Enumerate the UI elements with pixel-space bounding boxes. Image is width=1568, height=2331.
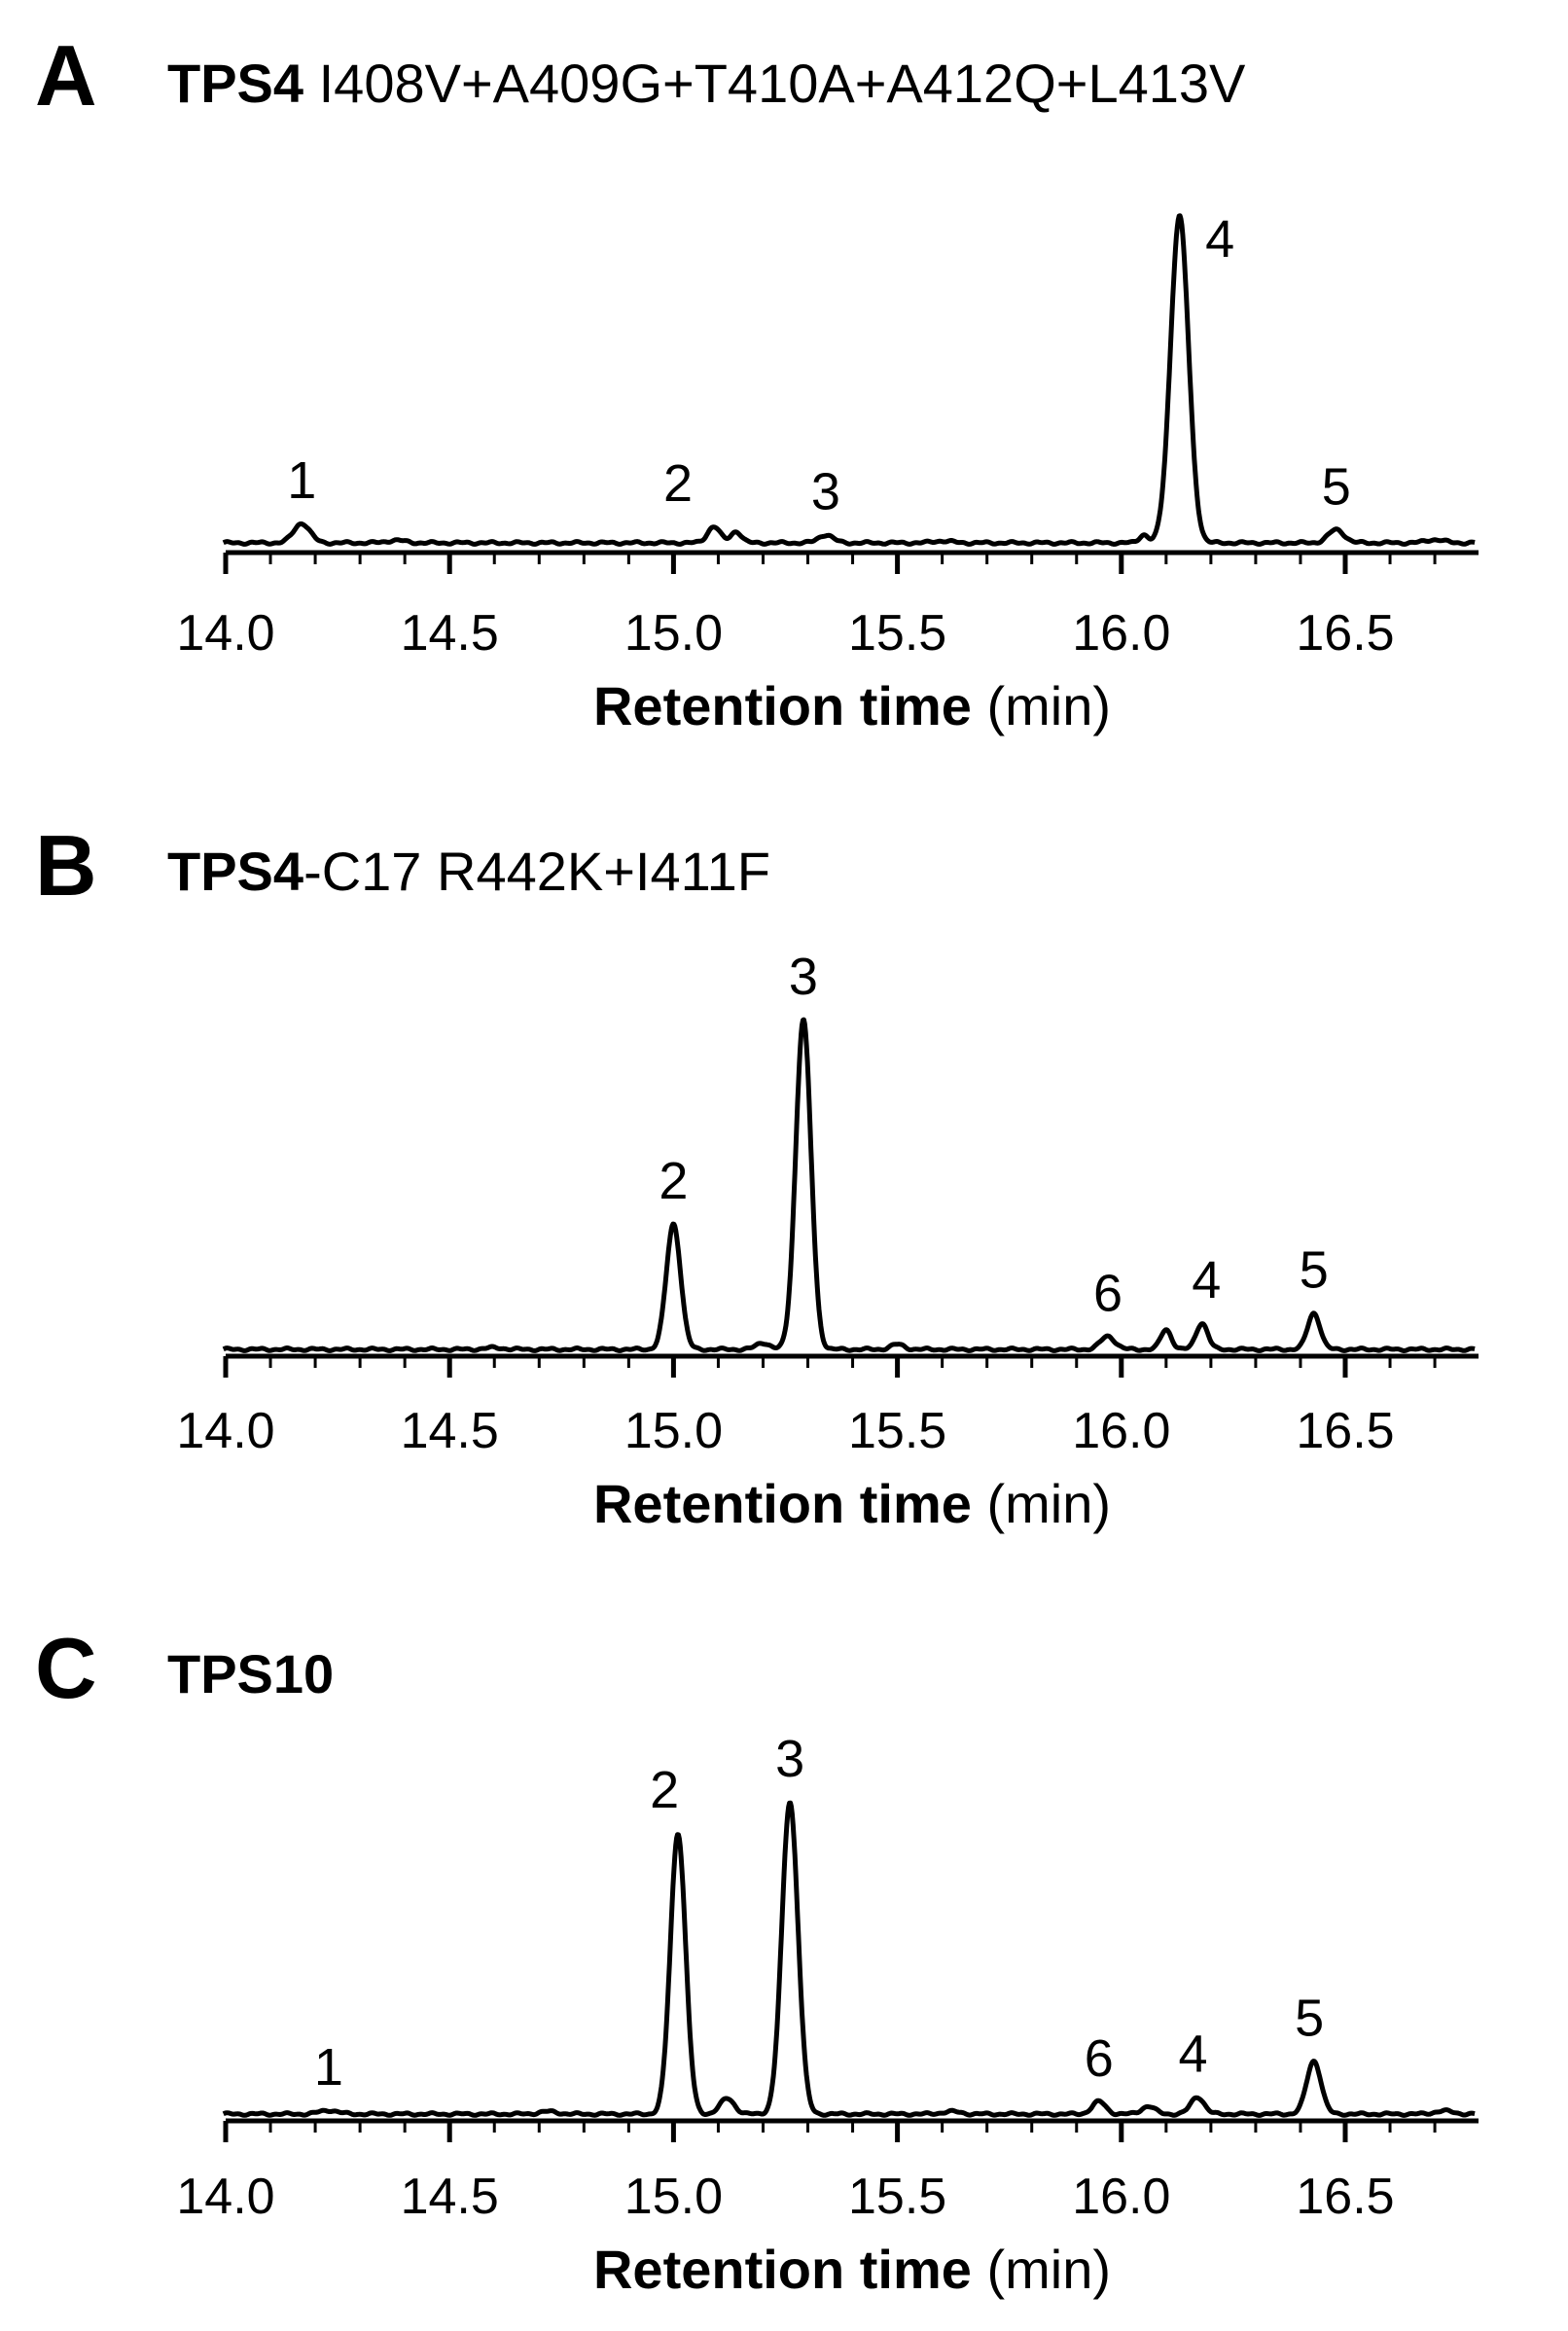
x-tick-label: 16.0 [1072, 1403, 1170, 1459]
chromatogram-trace [222, 213, 1477, 547]
peak-label: 2 [659, 1152, 688, 1210]
x-tick-label: 14.5 [401, 2169, 499, 2225]
x-tick-label: 16.5 [1296, 1403, 1394, 1459]
peak-label: 6 [1093, 1264, 1123, 1322]
peak-label: 2 [650, 1761, 679, 1819]
x-axis-label-bold: Retention time [593, 2239, 972, 2300]
peak-label: 5 [1295, 1989, 1324, 2047]
peak-label: 4 [1192, 1251, 1221, 1309]
chart-panel-c: C TPS10 14.0 14.5 15.0 15.5 16.0 16.5 Retention … [35, 1620, 1479, 2300]
chart-title-bold: TPS10 [167, 1643, 334, 1704]
peak-label: 4 [1205, 210, 1234, 269]
panel-letter: B [35, 817, 97, 914]
x-axis-label: Retention time (min) [593, 675, 1111, 736]
chromatogram-trace [222, 1017, 1477, 1353]
x-tick-label: 16.0 [1072, 2169, 1170, 2225]
peak-label: 3 [775, 1730, 804, 1788]
x-axis-label-unit: (min) [972, 2239, 1111, 2300]
chart-title-rest: -C17 R442K+I411F [303, 841, 770, 902]
peak-label: 1 [287, 451, 316, 510]
panel-letter: C [35, 1620, 97, 1716]
x-tick-label: 14.5 [401, 605, 499, 662]
peak-label: 6 [1085, 2029, 1114, 2088]
panel-letter: A [35, 27, 97, 124]
x-axis-label-bold: Retention time [593, 675, 972, 736]
peak-label: 5 [1322, 458, 1351, 517]
chart-title: TPS10 [167, 1643, 334, 1704]
x-axis-label-unit: (min) [972, 1473, 1111, 1534]
x-tick-label: 16.5 [1296, 605, 1394, 662]
x-tick-label: 15.5 [848, 605, 946, 662]
x-axis-label-bold: Retention time [593, 1473, 972, 1534]
peak-label: 1 [314, 2038, 343, 2097]
peak-label: 4 [1178, 2025, 1207, 2083]
chart-title-bold: TPS4 [167, 841, 303, 902]
chart-panel-b: B TPS4-C17 R442K+I411F 14.0 14.5 15.0 15.5 16.… [35, 817, 1479, 1534]
x-tick-label: 16.5 [1296, 2169, 1394, 2225]
x-tick-label: 15.5 [848, 1403, 946, 1459]
x-axis-label-unit: (min) [972, 675, 1111, 736]
x-tick-label: 14.5 [401, 1403, 499, 1459]
peak-label: 5 [1300, 1241, 1329, 1300]
chart-title-bold: TPS4 [167, 53, 303, 114]
peak-label: 3 [789, 948, 818, 1006]
x-tick-label: 14.0 [176, 1403, 274, 1459]
chart-title: TPS4 I408V+A409G+T410A+A412Q+L413V [167, 53, 1246, 114]
x-tick-label: 15.0 [624, 1403, 723, 1459]
x-axis-label: Retention time (min) [593, 2239, 1111, 2300]
peak-label: 2 [663, 454, 693, 513]
peak-label: 3 [811, 463, 840, 521]
x-tick-label: 14.0 [176, 605, 274, 662]
chart-title-rest: I408V+A409G+T410A+A412Q+L413V [303, 53, 1246, 114]
x-tick-label: 16.0 [1072, 605, 1170, 662]
x-tick-label: 14.0 [176, 2169, 274, 2225]
x-tick-label: 15.0 [624, 605, 723, 662]
x-axis-label: Retention time (min) [593, 1473, 1111, 1534]
x-tick-label: 15.5 [848, 2169, 946, 2225]
chromatogram-trace [222, 1800, 1477, 2118]
chart-title: TPS4-C17 R442K+I411F [167, 841, 770, 902]
chart-panel-a: A TPS4 I408V+A409G+T410A+A412Q+L413V 14.0 1… [35, 27, 1479, 736]
x-tick-label: 15.0 [624, 2169, 723, 2225]
